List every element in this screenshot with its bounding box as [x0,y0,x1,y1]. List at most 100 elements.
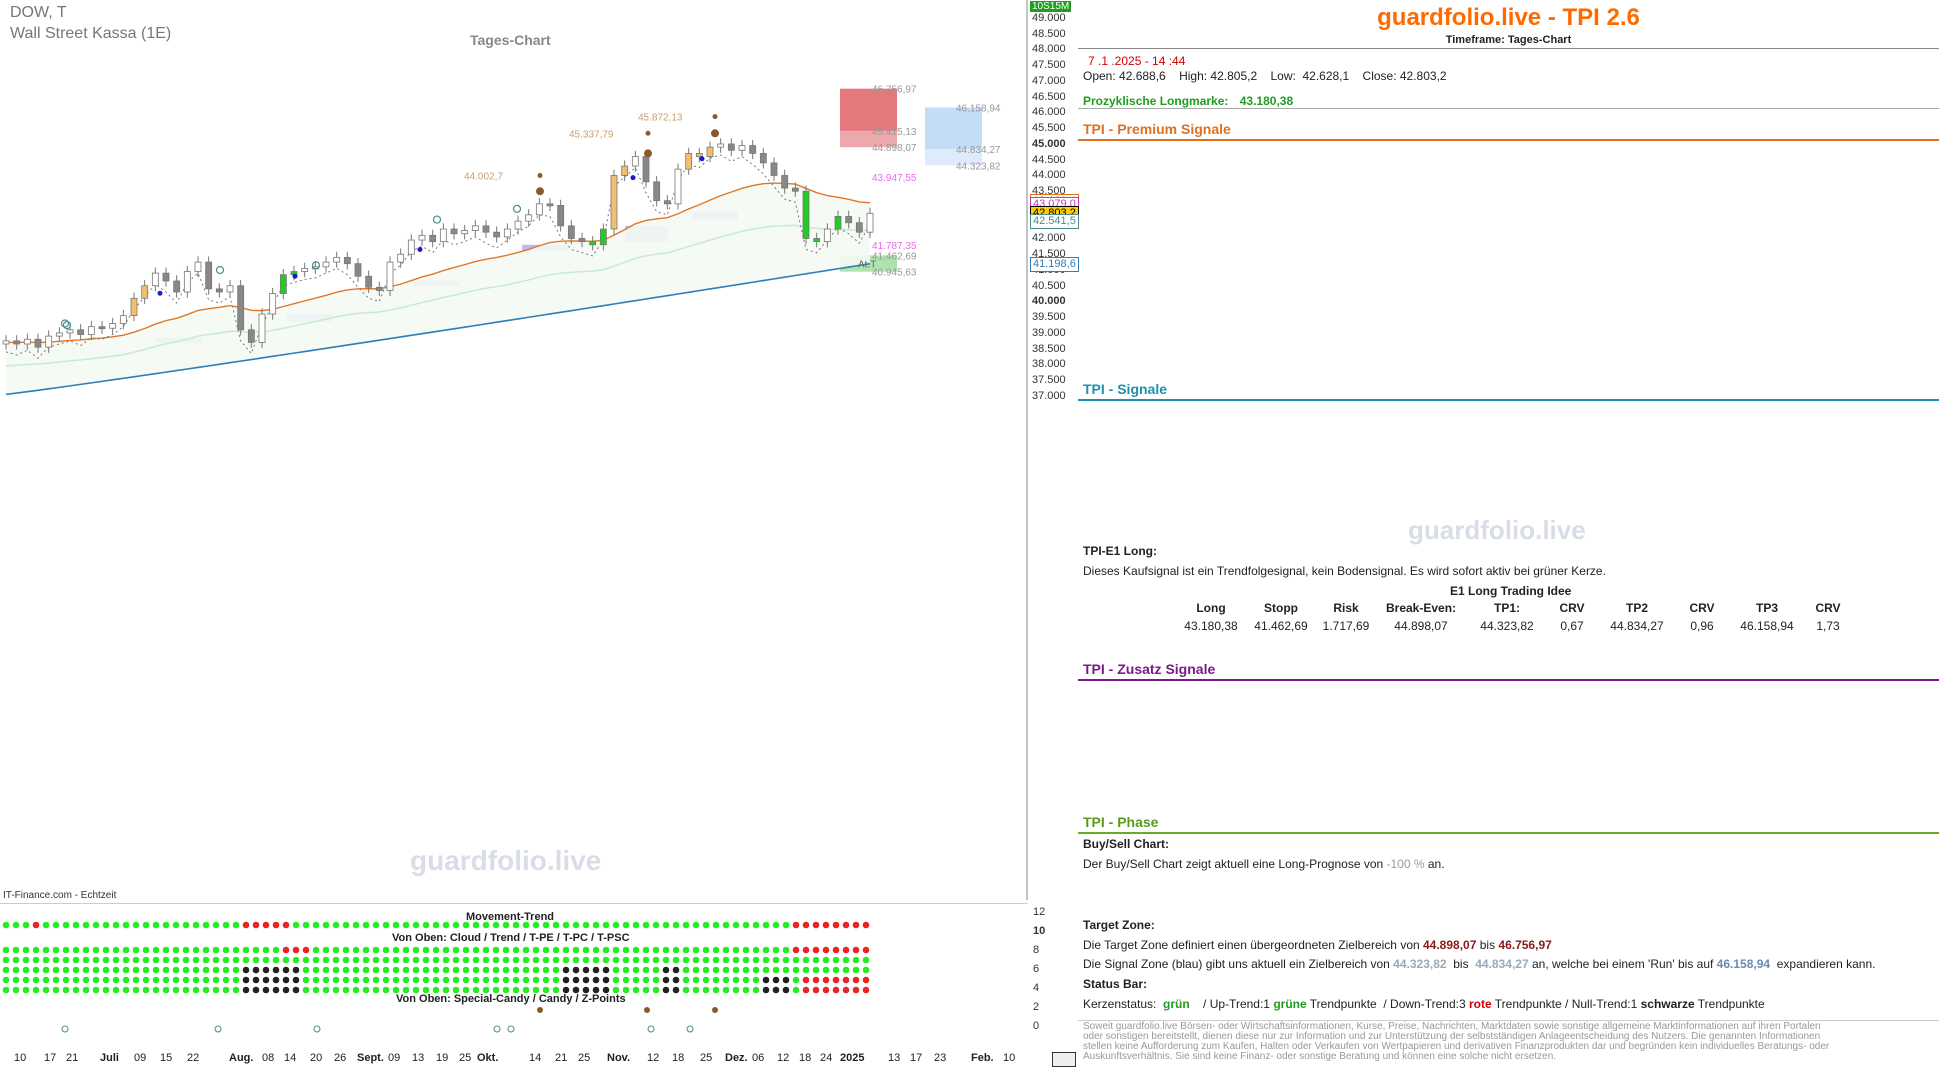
trend-dot [12,986,20,994]
trend-dot [562,921,570,929]
trend-dot [792,966,800,974]
toolbar-icon[interactable] [1052,1052,1076,1067]
date-tick-label: 25 [700,1052,713,1064]
candle [450,228,458,235]
trend-dot [712,976,720,984]
indicator-tick-label: 6 [1033,963,1040,975]
trend-dot [632,956,640,964]
table-cell: 1,73 [1816,619,1840,633]
trend-dot [602,946,610,954]
trend-dot [502,921,510,929]
trend-dot [622,986,630,994]
indicator-title-cloud: Von Oben: Cloud / Trend / T-PE / T-PC / … [392,932,630,944]
trend-dot [292,946,300,954]
signal-dot [711,129,719,138]
candle [589,241,597,246]
date-tick-label: 19 [436,1052,449,1064]
price-chart[interactable]: 46.756,97 45.415,13 44.898,07 46.158,94 44.8… [0,0,1028,901]
trend-dot [552,986,560,994]
trend-dot [342,986,350,994]
e1-idea-title: E1 Long Trading Idee [1450,584,1572,598]
trend-dot [282,986,290,994]
trend-dot [62,946,70,954]
trend-dot [92,956,100,964]
trend-dot [802,921,810,929]
trend-dot [752,946,760,954]
trend-dot [592,946,600,954]
trend-dot [662,976,670,984]
trend-dot [822,986,830,994]
trend-dot [422,966,430,974]
section-phase: TPI - Phase [1083,814,1159,830]
date-axis[interactable]: 10 17 21 Juli 09 15 22 Aug. 08 14 20 26 Sept. 09 13 19 2… [0,1050,1040,1067]
trend-dot [2,921,10,929]
trend-dot [522,956,530,964]
panel-title: guardfolio.live - TPI 2.6 [1377,4,1640,31]
trend-dot [862,956,870,964]
trend-dot [232,966,240,974]
trend-dot [222,986,230,994]
trend-dot [662,956,670,964]
trend-dot [332,976,340,984]
trend-dot [742,921,750,929]
trend-dot [322,921,330,929]
trend-dot [382,966,390,974]
trend-dot [72,966,80,974]
trend-dot [582,946,590,954]
trend-dot [852,986,860,994]
interval-badge[interactable]: 10S15M [1030,1,1072,12]
trend-dot [762,956,770,964]
trend-dot [182,976,190,984]
date-tick-label: 21 [66,1052,79,1064]
trend-dot [502,986,510,994]
candle [237,285,245,331]
trend-dot [782,956,790,964]
signal-dot [644,149,652,158]
trend-dot [222,921,230,929]
trend-dot [702,976,710,984]
trend-dot [852,921,860,929]
trend-dot [782,966,790,974]
trend-dot [412,956,420,964]
ema-blue-line [5,262,871,396]
trend-dot [592,921,600,929]
candle [98,326,106,330]
date-tick-label: 12 [647,1052,660,1064]
trend-dot [772,946,780,954]
trend-dot [852,946,860,954]
trend-dot [362,966,370,974]
divider-premium [1078,139,1939,141]
price-box: 41.198,6 [1030,256,1079,272]
z-point-marker [507,1025,515,1033]
trend-dot [12,956,20,964]
trend-dot [512,986,520,994]
trend-dot [522,921,530,929]
trend-dot [502,946,510,954]
trend-dot [642,976,650,984]
trend-dot [232,956,240,964]
trend-dot [332,956,340,964]
date-tick-label: Nov. [607,1052,631,1064]
trend-dot [152,966,160,974]
y-tick-label: 42.000 [1032,232,1066,245]
trend-dot [372,921,380,929]
trend-dot [432,956,440,964]
trend-dot [592,956,600,964]
ring-marker [512,204,522,213]
table-header-cell: Risk [1333,601,1359,615]
trend-dot [682,946,690,954]
trend-dot [172,986,180,994]
price-axis[interactable]: 49.000 48.500 48.000 47.500 47.000 46.500 46.0… [1028,0,1078,900]
trend-dot [752,966,760,974]
trend-dot [382,946,390,954]
trend-dot [812,966,820,974]
trend-dot [292,976,300,984]
chart-canvas[interactable]: 46.756,97 45.415,13 44.898,07 46.158,94 44.8… [0,0,1028,900]
trend-dot [362,986,370,994]
date-tick-label: Dez. [725,1052,748,1064]
trend-dot [62,986,70,994]
trend-dot [422,986,430,994]
candle [386,261,394,291]
trend-dot [512,966,520,974]
date-tick-label: 06 [752,1052,765,1064]
